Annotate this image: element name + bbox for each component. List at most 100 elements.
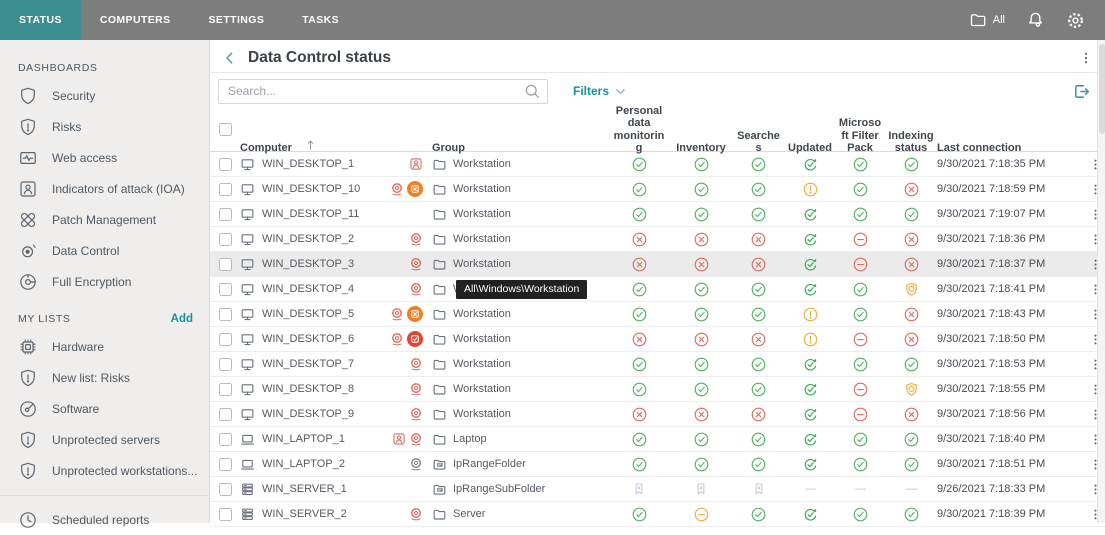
column-header-microsoft-filter-pack[interactable]: Microsoft Filter Pack <box>838 117 882 154</box>
row-menu-kebab-icon[interactable] <box>1089 232 1102 247</box>
row-menu-kebab-icon[interactable] <box>1089 157 1102 172</box>
table-row[interactable]: WIN_SERVER_1 IP IpRangeSubFolder — — — 9/26/20… <box>210 477 1105 502</box>
row-checkbox[interactable] <box>218 207 232 221</box>
computer-name[interactable]: WIN_DESKTOP_4 <box>262 283 355 295</box>
row-checkbox[interactable] <box>218 282 232 296</box>
row-checkbox[interactable] <box>218 407 232 421</box>
row-menu-kebab-icon[interactable] <box>1089 482 1102 497</box>
column-header-group[interactable]: Group <box>432 141 465 154</box>
row-checkbox[interactable] <box>218 457 232 471</box>
table-row[interactable]: WIN_DESKTOP_11 Workstation 9/30/2021 7:19:… <box>210 202 1105 227</box>
computer-name[interactable]: WIN_DESKTOP_7 <box>262 358 355 370</box>
computer-name[interactable]: WIN_DESKTOP_5 <box>262 308 355 320</box>
page-menu-kebab-icon[interactable] <box>1073 50 1099 66</box>
sidebar-item-patch-management[interactable]: Patch Management <box>0 204 209 235</box>
row-checkbox[interactable] <box>218 432 232 446</box>
table-row[interactable]: WIN_DESKTOP_1 Workstation 9/30/2021 7:18:3… <box>210 152 1105 177</box>
table-row[interactable]: WIN_LAPTOP_1 Laptop 9/30/2021 7:18:40 PM <box>210 427 1105 452</box>
table-row[interactable]: WIN_DESKTOP_4WorkstationAll\Windows\Work… <box>210 277 1105 302</box>
row-checkbox[interactable] <box>218 332 232 346</box>
row-menu-kebab-icon[interactable] <box>1089 382 1102 397</box>
computer-name[interactable]: WIN_DESKTOP_6 <box>262 333 355 345</box>
column-header-indexing-status[interactable]: Indexing status <box>888 129 934 154</box>
computer-name[interactable]: WIN_SERVER_1 <box>262 483 347 495</box>
sidebar-item-data-control[interactable]: Data Control <box>0 235 209 266</box>
row-menu-kebab-icon[interactable] <box>1089 457 1102 472</box>
tab-tasks[interactable]: TASKS <box>302 14 340 26</box>
row-checkbox[interactable] <box>218 232 232 246</box>
table-row[interactable]: WIN_DESKTOP_10 Workstation 9/30/2021 7:18:… <box>210 177 1105 202</box>
sidebar-item-full-encryption[interactable]: Full Encryption <box>0 266 209 297</box>
computer-name[interactable]: WIN_LAPTOP_1 <box>262 433 345 445</box>
table-row[interactable]: WIN_DESKTOP_5 Workstation 9/30/2021 7:18:4… <box>210 302 1105 327</box>
select-all-checkbox[interactable] <box>218 122 232 136</box>
sidebar-item-web-access[interactable]: Web access <box>0 142 209 173</box>
settings-gear-icon[interactable] <box>1066 11 1085 30</box>
sidebar-item-scheduled-reports[interactable]: Scheduled reports <box>0 504 209 535</box>
search-input[interactable] <box>218 78 548 104</box>
computer-name[interactable]: WIN_DESKTOP_2 <box>262 233 355 245</box>
row-checkbox[interactable] <box>218 482 232 496</box>
row-checkbox[interactable] <box>218 157 232 171</box>
column-header-personal-data-monitoring[interactable]: Personal data monitoring <box>613 105 665 154</box>
sidebar-item-unprotected-workstations[interactable]: Unprotected workstations... <box>0 455 209 486</box>
table-row[interactable]: WIN_DESKTOP_9 Workstation 9/30/2021 7:18:5… <box>210 402 1105 427</box>
column-header-computer[interactable]: Computer <box>240 105 432 160</box>
notifications-bell-icon[interactable] <box>1026 11 1045 30</box>
column-header-updated[interactable]: Updated <box>788 141 832 154</box>
table-row[interactable]: WIN_DESKTOP_7 Workstation 9/30/2021 7:18:5… <box>210 352 1105 377</box>
table-row[interactable]: WIN_DESKTOP_2 Workstation 9/30/2021 7:18:3… <box>210 227 1105 252</box>
column-header-inventory[interactable]: Inventory <box>676 141 726 154</box>
computer-name[interactable]: WIN_LAPTOP_2 <box>262 458 345 470</box>
computer-name[interactable]: WIN_DESKTOP_10 <box>262 183 361 195</box>
row-checkbox[interactable] <box>218 257 232 271</box>
computer-name[interactable]: WIN_SERVER_2 <box>262 508 347 520</box>
back-button[interactable] <box>222 50 238 66</box>
row-menu-kebab-icon[interactable] <box>1089 307 1102 322</box>
status-updated-icon <box>803 382 818 397</box>
computer-name[interactable]: WIN_DESKTOP_11 <box>262 208 360 220</box>
table-row[interactable]: WIN_LAPTOP_2 IP IpRangeFolder 9/30/2021 7:1… <box>210 452 1105 477</box>
sidebar-item-new-list-risks[interactable]: New list: Risks <box>0 362 209 393</box>
row-checkbox[interactable] <box>218 382 232 396</box>
export-icon[interactable] <box>1072 82 1091 101</box>
row-menu-kebab-icon[interactable] <box>1089 357 1102 372</box>
row-menu-kebab-icon[interactable] <box>1089 282 1102 297</box>
row-menu-kebab-icon[interactable] <box>1089 432 1102 447</box>
computer-name[interactable]: WIN_DESKTOP_8 <box>262 383 355 395</box>
sidebar-item-software[interactable]: Software <box>0 393 209 424</box>
row-checkbox[interactable] <box>218 307 232 321</box>
computer-name[interactable]: WIN_DESKTOP_1 <box>262 158 355 170</box>
sidebar-item-hardware[interactable]: Hardware <box>0 331 209 362</box>
column-header-searches[interactable]: Searches <box>737 129 780 154</box>
row-menu-kebab-icon[interactable] <box>1089 407 1102 422</box>
scrollbar-thumb[interactable] <box>1099 44 1105 134</box>
table-row[interactable]: WIN_DESKTOP_3 Workstation 9/30/2021 7:18:3… <box>210 252 1105 277</box>
scrollbar[interactable] <box>1097 40 1105 523</box>
row-menu-kebab-icon[interactable] <box>1089 507 1102 522</box>
row-menu-kebab-icon[interactable] <box>1089 182 1102 197</box>
row-menu-kebab-icon[interactable] <box>1089 332 1102 347</box>
table-row[interactable]: WIN_DESKTOP_6 Workstation 9/30/2021 7:18:5… <box>210 327 1105 352</box>
sidebar-item-indicators-of-attack-ioa[interactable]: Indicators of attack (IOA) <box>0 173 209 204</box>
sidebar-item-unprotected-servers[interactable]: Unprotected servers <box>0 424 209 455</box>
table-row[interactable]: WIN_SERVER_2 Server 9/30/2021 7:18:39 PM <box>210 502 1105 527</box>
add-list-button[interactable]: Add <box>170 313 193 325</box>
computer-scope-selector[interactable]: All <box>969 11 1005 29</box>
search-icon[interactable] <box>524 83 541 100</box>
filters-button[interactable]: Filters <box>573 84 627 98</box>
row-checkbox[interactable] <box>218 357 232 371</box>
tab-settings[interactable]: SETTINGS <box>208 14 265 26</box>
table-row[interactable]: WIN_DESKTOP_8 Workstation 9/30/2021 7:18:5… <box>210 377 1105 402</box>
row-checkbox[interactable] <box>218 507 232 521</box>
row-menu-kebab-icon[interactable] <box>1089 257 1102 272</box>
tab-computers[interactable]: COMPUTERS <box>99 14 171 26</box>
computer-name[interactable]: WIN_DESKTOP_9 <box>262 408 355 420</box>
sidebar-item-risks[interactable]: Risks <box>0 111 209 142</box>
column-header-last-connection[interactable]: Last connection <box>937 141 1022 154</box>
row-menu-kebab-icon[interactable] <box>1089 207 1102 222</box>
row-checkbox[interactable] <box>218 182 232 196</box>
tab-status[interactable]: STATUS <box>0 0 81 40</box>
computer-name[interactable]: WIN_DESKTOP_3 <box>262 258 355 270</box>
sidebar-item-security[interactable]: Security <box>0 80 209 111</box>
